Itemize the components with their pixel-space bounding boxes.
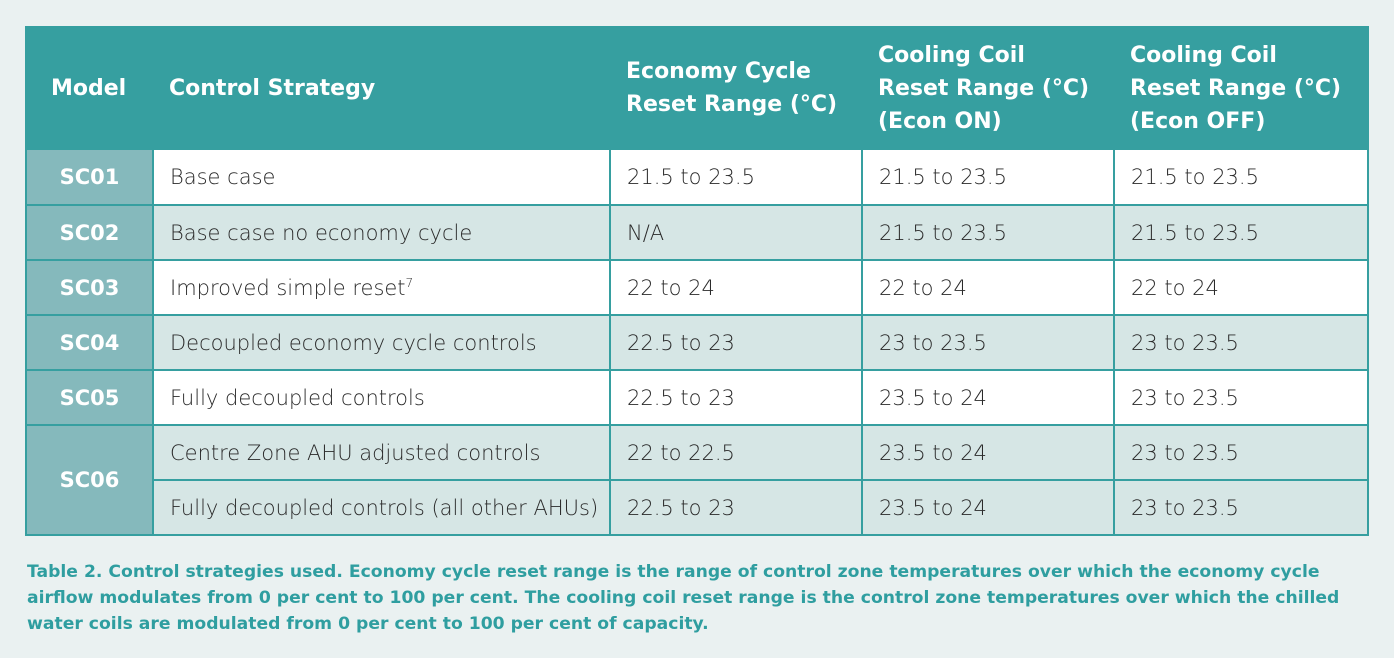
strategy-cell: Decoupled economy cycle controls <box>152 314 611 371</box>
table-body: SC01 Base case 21.5 to 23.5 21.5 to 23.5… <box>27 150 1367 536</box>
coil-on-range-cell: 23.5 to 24 <box>861 424 1115 481</box>
coil-on-range-cell: 21.5 to 23.5 <box>861 204 1115 261</box>
footnote-marker: 7 <box>405 275 414 290</box>
header-economy-cycle-range: Economy Cycle Reset Range (°C) <box>610 26 862 150</box>
coil-off-range-cell: 21.5 to 23.5 <box>1113 204 1367 261</box>
model-cell: SC01 <box>27 150 154 206</box>
coil-off-range-cell: 21.5 to 23.5 <box>1113 150 1367 206</box>
coil-off-range-cell: 23 to 23.5 <box>1113 479 1367 536</box>
table-header: Model Control Strategy Economy Cycle Res… <box>27 26 1367 150</box>
header-row: Model Control Strategy Economy Cycle Res… <box>27 26 1367 150</box>
strategy-cell: Fully decoupled controls <box>152 369 611 426</box>
table-row: SC03 Improved simple reset7 22 to 24 22 … <box>27 259 1367 316</box>
table-row: Fully decoupled controls (all other AHUs… <box>27 479 1367 536</box>
strategy-cell: Base case <box>152 150 611 206</box>
coil-on-range-cell: 21.5 to 23.5 <box>861 150 1115 206</box>
coil-off-range-cell: 23 to 23.5 <box>1113 424 1367 481</box>
coil-off-range-cell: 23 to 23.5 <box>1113 369 1367 426</box>
control-strategies-table: Model Control Strategy Economy Cycle Res… <box>27 26 1367 536</box>
econ-range-cell: 22 to 22.5 <box>609 424 863 481</box>
header-cooling-coil-econ-off: Cooling Coil Reset Range (°C) (Econ OFF) <box>1114 26 1367 150</box>
coil-off-range-cell: 23 to 23.5 <box>1113 314 1367 371</box>
header-model: Model <box>27 26 153 150</box>
model-cell: SC06 <box>27 424 154 536</box>
model-cell: SC02 <box>27 204 154 261</box>
table-row: SC06 Centre Zone AHU adjusted controls 2… <box>27 424 1367 536</box>
table-row: SC04 Decoupled economy cycle controls 22… <box>27 314 1367 371</box>
table-row: SC01 Base case 21.5 to 23.5 21.5 to 23.5… <box>27 150 1367 206</box>
strategy-cell: Improved simple reset7 <box>152 259 611 316</box>
table-row: SC05 Fully decoupled controls 22.5 to 23… <box>27 369 1367 426</box>
econ-range-cell: N/A <box>609 204 863 261</box>
header-control-strategy: Control Strategy <box>153 26 610 150</box>
table-caption: Table 2. Control strategies used. Econom… <box>27 562 1340 634</box>
coil-on-range-cell: 23.5 to 24 <box>861 369 1115 426</box>
coil-off-range-cell: 22 to 24 <box>1113 259 1367 316</box>
econ-range-cell: 22 to 24 <box>609 259 863 316</box>
econ-range-cell: 22.5 to 23 <box>609 369 863 426</box>
strategy-cell: Fully decoupled controls (all other AHUs… <box>152 479 611 536</box>
strategy-cell: Base case no economy cycle <box>152 204 611 261</box>
econ-range-cell: 22.5 to 23 <box>609 479 863 536</box>
econ-range-cell: 21.5 to 23.5 <box>609 150 863 206</box>
table-row: SC02 Base case no economy cycle N/A 21.5… <box>27 204 1367 261</box>
econ-range-cell: 22.5 to 23 <box>609 314 863 371</box>
model-cell: SC04 <box>27 314 154 371</box>
coil-on-range-cell: 23.5 to 24 <box>861 479 1115 536</box>
coil-on-range-cell: 23 to 23.5 <box>861 314 1115 371</box>
strategy-cell: Centre Zone AHU adjusted controls <box>152 424 611 481</box>
coil-on-range-cell: 22 to 24 <box>861 259 1115 316</box>
model-cell: SC05 <box>27 369 154 426</box>
strategy-text: Improved simple reset <box>170 275 406 300</box>
header-cooling-coil-econ-on: Cooling Coil Reset Range (°C) (Econ ON) <box>862 26 1114 150</box>
control-strategies-table-wrapper: Model Control Strategy Economy Cycle Res… <box>25 26 1369 536</box>
model-cell: SC03 <box>27 259 154 316</box>
